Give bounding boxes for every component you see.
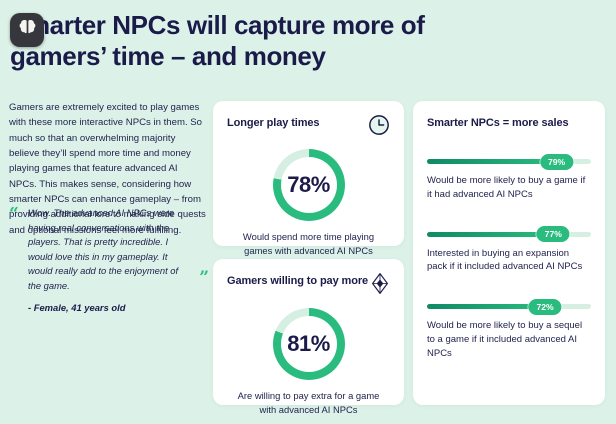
- bar-group-buy-game: 79% Would be more likely to buy a game i…: [427, 153, 591, 202]
- card-header: Longer play times: [227, 114, 390, 141]
- card-header: Gamers willing to pay more: [227, 272, 390, 300]
- quote-block: “ Wow. The advanced AI NPCs were having …: [9, 204, 209, 314]
- bar-group-expansion-pack: 77% Interested in buying an expansion pa…: [427, 226, 591, 275]
- quote-attribution: - Female, 41 years old: [28, 302, 126, 314]
- bar-label: Would be more likely to buy a game if it…: [427, 175, 586, 200]
- bar-fill: [427, 231, 554, 237]
- card-more-sales: Smarter NPCs = more sales 79% Would be m…: [413, 101, 605, 405]
- page-title: Smarter NPCs will capture more of gamers…: [10, 10, 490, 72]
- clock-icon: [368, 114, 390, 141]
- card-caption: Are willing to pay extra for a game with…: [237, 390, 380, 415]
- donut-chart-pay-more: 81%: [272, 308, 345, 380]
- donut-chart-play-time: 78%: [272, 149, 345, 221]
- bar-label: Would be more likely to buy a sequel to …: [427, 320, 583, 359]
- quote-text: Wow. The advanced AI NPCs were having re…: [28, 207, 179, 291]
- bar-track: 77%: [427, 226, 591, 243]
- intro-paragraph: Gamers are extremely excited to play gam…: [9, 102, 206, 236]
- card-title: Longer play times: [227, 117, 320, 129]
- page-title-line-1: Smarter NPCs will capture more of: [10, 10, 425, 40]
- brain-icon: [17, 18, 38, 42]
- card-title: Gamers willing to pay more: [227, 275, 369, 287]
- open-quote-icon: “: [9, 204, 19, 224]
- donut-percent-label: 81%: [287, 331, 330, 356]
- bar-label: Interested in buying an expansion pack i…: [427, 247, 583, 273]
- page-title-line-2: gamers’ time – and money: [10, 41, 326, 72]
- close-quote-icon: ”: [199, 268, 209, 289]
- bar-percent-badge: 77%: [536, 226, 570, 243]
- brain-badge: [10, 13, 44, 47]
- bar-track: 79%: [427, 153, 591, 170]
- gem-icon: [370, 272, 390, 300]
- bar-track: 72%: [427, 298, 591, 315]
- card-caption: Would spend more time playing games with…: [242, 231, 375, 256]
- bar-group-sequel: 72% Would be more likely to buy a sequel…: [427, 298, 591, 360]
- card-pay-more: Gamers willing to pay more 81% Are willi…: [213, 259, 404, 415]
- card-longer-play-times: Longer play times 78% Would spend more t…: [213, 101, 404, 256]
- donut-percent-label: 78%: [287, 172, 330, 197]
- card-title: Smarter NPCs = more sales: [427, 117, 569, 129]
- bar-fill: [427, 304, 546, 310]
- bar-fill: [427, 159, 557, 164]
- bar-percent-badge: 79%: [539, 153, 574, 170]
- bar-percent-badge: 72%: [528, 298, 562, 315]
